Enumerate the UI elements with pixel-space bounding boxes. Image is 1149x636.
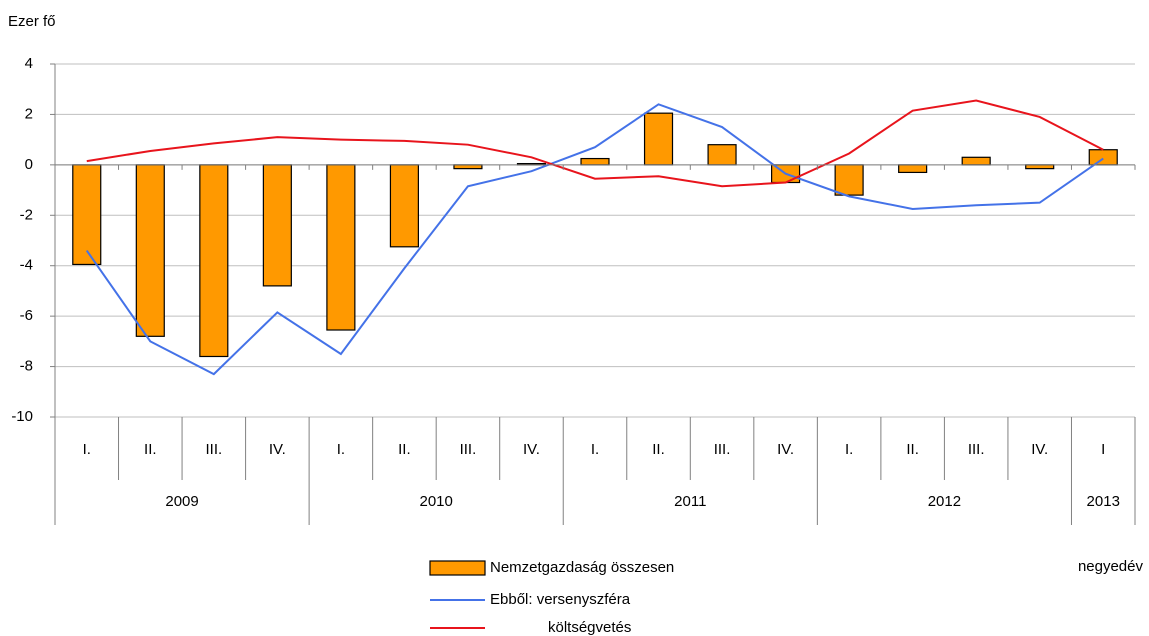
x-tick-label: III. [205,441,222,458]
x-tick-label: II. [906,441,919,458]
bar [135,164,165,337]
x-tick-label: III. [460,441,477,458]
bar [1088,149,1118,166]
bar [262,164,292,287]
y-tick-label: -2 [20,206,33,223]
x-axis-label: negyedév [1078,558,1144,575]
x-tick-label: I. [83,441,91,458]
x-tick-label: IV. [269,441,286,458]
y-tick-label: -8 [20,358,33,375]
x-tick-label: II. [144,441,157,458]
x-tick-label: I [1101,441,1105,458]
x-tick-label: III. [968,441,985,458]
bar [326,164,356,331]
x-tick-label: II. [398,441,411,458]
bar [199,164,229,358]
line [86,99,1104,188]
bar [834,164,864,196]
bar [580,157,610,166]
group-label: 2013 [1087,493,1120,510]
y-tick-label: 0 [25,156,33,173]
x-tick-label: IV. [523,441,540,458]
legend-label: költségvetés [548,619,631,636]
y-tick-label: -6 [20,307,33,324]
group-label: 2011 [674,493,706,510]
bar [72,164,102,266]
bar [707,144,737,166]
y-tick-label: 2 [25,105,33,122]
bar [453,164,483,170]
x-tick-label: IV. [777,441,794,458]
bar [961,156,991,166]
y-tick-label: 4 [25,55,33,72]
line [85,103,1104,376]
x-tick-label: I. [845,441,853,458]
legend-swatch [429,560,486,576]
x-tick-label: I. [591,441,599,458]
x-tick-label: II. [652,441,665,458]
group-label: 2012 [928,493,961,510]
bar [1025,164,1055,170]
legend-label: Nemzetgazdaság összesen [490,559,674,576]
y-axis-label: Ezer fő [8,13,56,30]
x-tick-label: IV. [1031,441,1048,458]
group-label: 2009 [165,493,198,510]
x-tick-label: I. [337,441,345,458]
bar [898,164,928,174]
x-tick-label: III. [714,441,731,458]
y-tick-label: -4 [20,257,33,274]
bar [643,112,674,166]
legend-label: Ebből: versenyszféra [490,591,631,608]
y-tick-label: -10 [11,408,33,425]
group-label: 2010 [419,493,452,510]
bar [389,164,419,248]
